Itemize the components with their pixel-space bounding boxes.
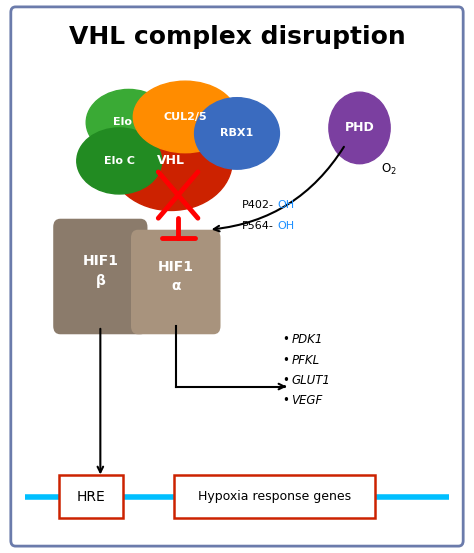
Text: RBX1: RBX1 — [220, 128, 254, 138]
Text: PFKL: PFKL — [291, 353, 319, 367]
Text: HRE: HRE — [76, 489, 105, 504]
Ellipse shape — [133, 81, 237, 153]
FancyBboxPatch shape — [11, 7, 463, 546]
FancyBboxPatch shape — [174, 475, 375, 518]
FancyBboxPatch shape — [59, 475, 123, 518]
Text: P402-: P402- — [242, 200, 273, 210]
Text: •: • — [282, 353, 289, 367]
Text: VHL complex disruption: VHL complex disruption — [69, 25, 405, 49]
Text: HIF1
β: HIF1 β — [82, 254, 118, 288]
Ellipse shape — [195, 98, 279, 169]
Text: PHD: PHD — [345, 122, 374, 134]
Text: Hypoxia response genes: Hypoxia response genes — [198, 490, 351, 503]
Text: CUL2/5: CUL2/5 — [164, 112, 207, 122]
Text: •: • — [282, 374, 289, 387]
Ellipse shape — [110, 112, 232, 211]
Text: PDK1: PDK1 — [291, 333, 323, 346]
Ellipse shape — [77, 128, 162, 194]
Text: O$_2$: O$_2$ — [381, 162, 397, 177]
Text: •: • — [282, 333, 289, 346]
Text: P564-: P564- — [242, 221, 273, 231]
FancyBboxPatch shape — [131, 229, 220, 334]
Text: VEGF: VEGF — [291, 394, 322, 408]
Text: •: • — [282, 394, 289, 408]
Text: GLUT1: GLUT1 — [291, 374, 330, 387]
Text: OH: OH — [277, 221, 294, 231]
Ellipse shape — [86, 90, 171, 155]
FancyBboxPatch shape — [53, 219, 147, 334]
Text: HIF1
α: HIF1 α — [158, 260, 194, 293]
Ellipse shape — [329, 92, 390, 164]
Text: VHL: VHL — [157, 154, 185, 168]
Text: Elo C: Elo C — [104, 156, 135, 166]
Text: OH: OH — [277, 200, 294, 210]
Text: Elo B: Elo B — [113, 117, 144, 127]
